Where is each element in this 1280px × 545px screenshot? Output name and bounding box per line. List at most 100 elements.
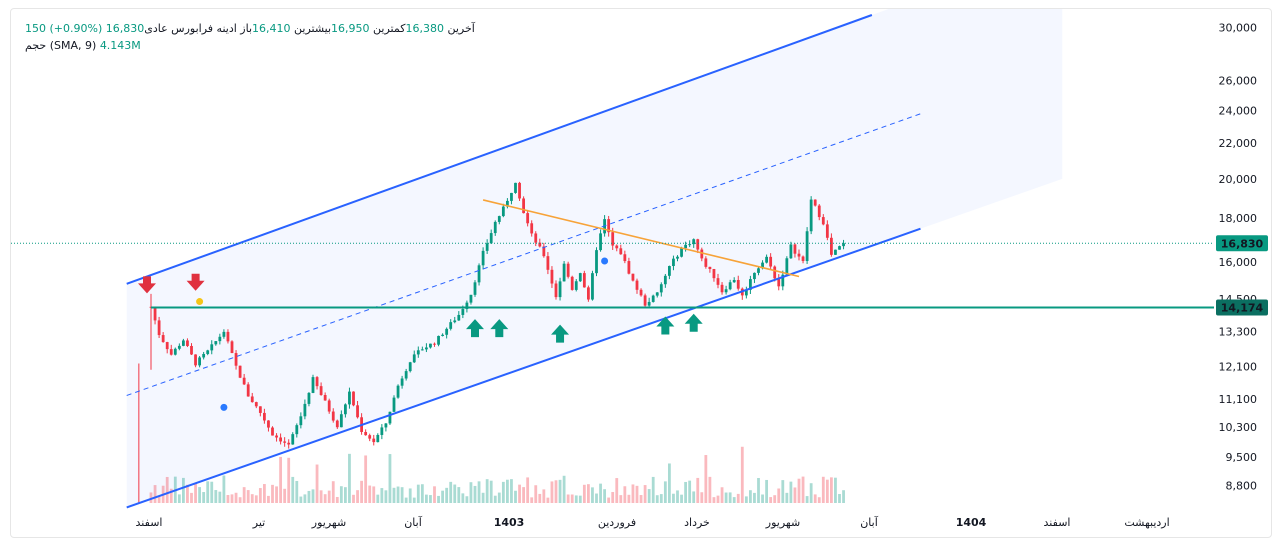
- candle-body: [631, 273, 635, 281]
- sell-arrow-icon: [138, 276, 156, 294]
- volume-bar: [453, 484, 457, 503]
- volume-bar: [757, 478, 760, 503]
- candle-body: [692, 239, 696, 245]
- buy-arrow-icon: [551, 324, 570, 343]
- x-tick-label: آبان: [860, 515, 878, 529]
- candle-body: [307, 392, 311, 404]
- volume-bar: [696, 477, 700, 503]
- candle-body: [380, 427, 384, 435]
- volume-bar: [749, 490, 752, 503]
- candle-body: [287, 442, 291, 445]
- volume-bar: [481, 492, 485, 503]
- y-tick-label: 26,000: [1219, 75, 1258, 88]
- candle-body: [186, 340, 189, 346]
- volume-bar: [186, 484, 189, 503]
- volume-bar: [676, 490, 679, 503]
- buy-arrow-icon: [490, 319, 509, 338]
- candle-body: [311, 377, 315, 393]
- candle-body: [161, 335, 165, 343]
- candle-body: [214, 341, 218, 345]
- candle-body: [785, 258, 789, 275]
- legend-symbol-name[interactable]: فرابورس عادی: [144, 22, 214, 35]
- resistance-trendline: [482, 199, 800, 278]
- volume-bar: [388, 454, 392, 503]
- volume-bar: [744, 496, 748, 503]
- volume-bar: [809, 483, 813, 503]
- candle-body: [449, 322, 453, 329]
- volume-bar: [542, 489, 546, 503]
- candle-body: [364, 431, 368, 436]
- x-tick-label: شهریور: [765, 516, 800, 529]
- candle-body: [206, 350, 210, 354]
- price-chart[interactable]: 30,000 26,000 24,000 22,000 20,000 18,000 16,0…: [11, 9, 1271, 537]
- x-tick-label: اسفند: [136, 516, 163, 529]
- candle-body: [773, 266, 777, 279]
- candle-body: [279, 437, 282, 442]
- y-tick-label: 30,000: [1219, 21, 1258, 34]
- candle-body: [497, 216, 501, 222]
- volume-bar: [497, 492, 501, 503]
- volume-bar: [445, 487, 449, 503]
- volume-bar: [582, 484, 586, 503]
- candle-body: [680, 248, 683, 257]
- legend-open-value: 16,410: [252, 22, 291, 35]
- volume-bar: [805, 496, 809, 503]
- candle-body: [372, 438, 376, 443]
- candle-body: [283, 441, 287, 443]
- volume-legend: حجم (SMA, 9) 4.143M: [25, 39, 141, 52]
- volume-legend-label[interactable]: حجم: [25, 39, 47, 52]
- candle-body: [425, 347, 428, 350]
- candle-body: [838, 246, 841, 250]
- candle-body: [404, 371, 408, 379]
- volume-bar: [319, 490, 323, 503]
- legend-close-label: آخرین: [447, 22, 475, 35]
- volume-bar: [830, 477, 833, 503]
- volume-bar: [720, 487, 724, 503]
- candle-body: [461, 309, 465, 315]
- legend-low-label: کمترین: [373, 22, 406, 35]
- candle-body: [825, 224, 829, 238]
- candle-body: [485, 243, 489, 251]
- candle-body: [420, 349, 424, 351]
- volume-bar: [627, 494, 631, 503]
- candle-body: [388, 411, 392, 424]
- volume-bar: [700, 492, 704, 503]
- candle-body: [226, 331, 230, 342]
- volume-bar: [663, 481, 667, 503]
- volume-bar: [554, 480, 558, 503]
- y-tick-label: 8,800: [1226, 480, 1258, 493]
- candle-body: [757, 268, 760, 273]
- volume-bar: [651, 476, 655, 503]
- candle-body: [465, 302, 469, 310]
- last-price-badge-bg: [1216, 235, 1268, 252]
- buy-arrow-icon: [684, 313, 703, 332]
- candle-body: [445, 328, 449, 335]
- candle-body: [627, 261, 631, 274]
- candle-body: [753, 272, 756, 280]
- volume-bar: [485, 479, 489, 503]
- x-tick-label: 1403: [494, 516, 525, 529]
- y-tick-label: 18,000: [1219, 212, 1258, 225]
- volume-bar: [177, 494, 181, 503]
- volume-bar: [566, 494, 570, 503]
- volume-bar: [692, 491, 696, 503]
- candle-body: [441, 334, 444, 336]
- candle-body: [408, 362, 412, 372]
- candle-body: [323, 395, 327, 401]
- candle-body: [392, 397, 396, 412]
- volume-bar: [433, 486, 436, 503]
- volume-bar: [149, 492, 153, 503]
- ohlc-legend: 150 (+0.90%) 16,830 آخرین 16,380کمترین 16…: [25, 22, 475, 35]
- volume-bar: [400, 487, 404, 503]
- candle-body: [299, 416, 303, 426]
- volume-bar: [817, 497, 821, 503]
- candle-body: [793, 244, 797, 254]
- candle-body: [493, 221, 497, 234]
- candle-body: [514, 182, 517, 193]
- candle-body: [477, 265, 481, 283]
- candle-body: [623, 254, 627, 262]
- candle-body: [416, 350, 420, 355]
- buy-arrow-icon: [656, 316, 675, 335]
- candle-body: [546, 256, 550, 270]
- volume-bar: [352, 494, 355, 503]
